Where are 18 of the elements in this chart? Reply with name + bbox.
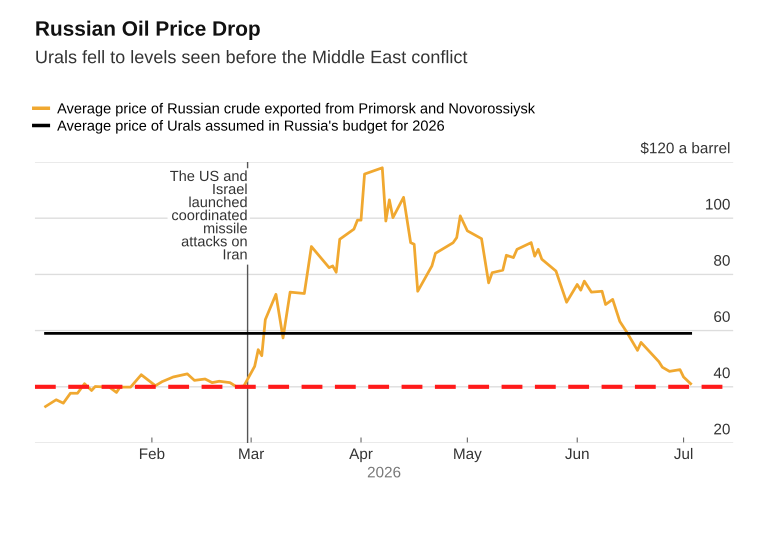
y-tick-label: 100: [706, 198, 730, 210]
y-tick-label: 80: [714, 254, 730, 266]
x-tick-label: Jun: [565, 448, 589, 460]
x-tick-label: Mar: [239, 448, 264, 460]
legend-label: Average price of Russian crude exported from Primorsk and Novorossiysk: [57, 102, 536, 116]
y-tick-label: 60: [714, 311, 730, 322]
y-tick-label: 20: [714, 424, 730, 434]
chart-title: Russian Oil Price Drop: [36, 20, 260, 40]
ref-line-label: The US and Israel launched coordinated missile attacks on Iran: [170, 170, 247, 260]
x-tick-label: Jul: [674, 448, 692, 460]
x-tick-label: Apr: [349, 448, 373, 462]
y-tick-label: 40: [714, 367, 730, 378]
chart-subtitle: Urals fell to levels seen before the Middle East conflict: [36, 50, 468, 64]
x-tick-label: May: [454, 448, 482, 462]
y-tick-label: $120 a barrel: [640, 142, 730, 154]
x-tick-label: Feb: [140, 448, 164, 460]
legend-label: Average price of Urals assumed in Russia's budget for 2026: [57, 120, 444, 134]
x-axis-title: 2026: [368, 466, 400, 478]
